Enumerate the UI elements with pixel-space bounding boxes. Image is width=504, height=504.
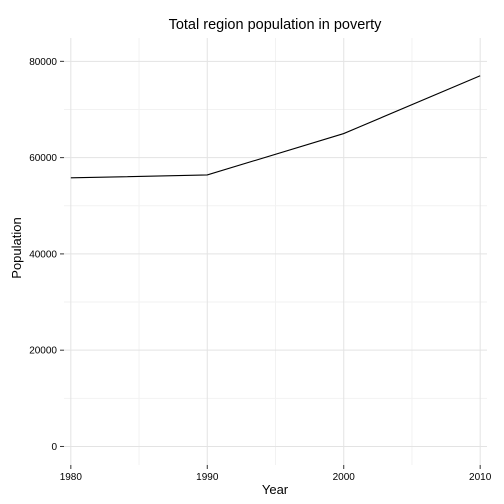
chart-title: Total region population in poverty	[169, 17, 383, 33]
y-tick-label: 0	[51, 442, 57, 453]
x-tick-label: 2000	[333, 472, 356, 483]
x-tick-label: 2010	[469, 472, 492, 483]
grid-major	[64, 38, 487, 465]
y-tick-label: 80000	[29, 57, 57, 68]
y-tick-label: 60000	[29, 153, 57, 164]
y-tick-label: 20000	[29, 346, 57, 357]
series-line	[70, 75, 481, 179]
grid-minor	[64, 38, 487, 465]
y-tick-label: 40000	[29, 249, 57, 260]
x-axis-title: Year	[262, 482, 289, 497]
y-axis-ticks: 0 20000 40000 60000 80000	[29, 57, 64, 453]
x-tick-label: 1990	[196, 472, 219, 483]
series-layer	[70, 75, 481, 179]
y-axis-title: Population	[9, 217, 24, 278]
x-tick-label: 1980	[60, 472, 83, 483]
x-axis-ticks: 1980 1990 2000 2010	[60, 465, 492, 483]
